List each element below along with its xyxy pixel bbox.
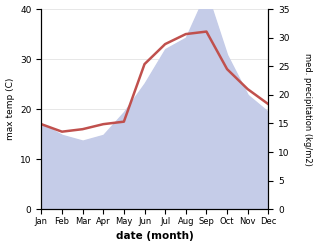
Y-axis label: max temp (C): max temp (C)	[5, 78, 15, 140]
X-axis label: date (month): date (month)	[116, 231, 194, 242]
Y-axis label: med. precipitation (kg/m2): med. precipitation (kg/m2)	[303, 53, 313, 165]
